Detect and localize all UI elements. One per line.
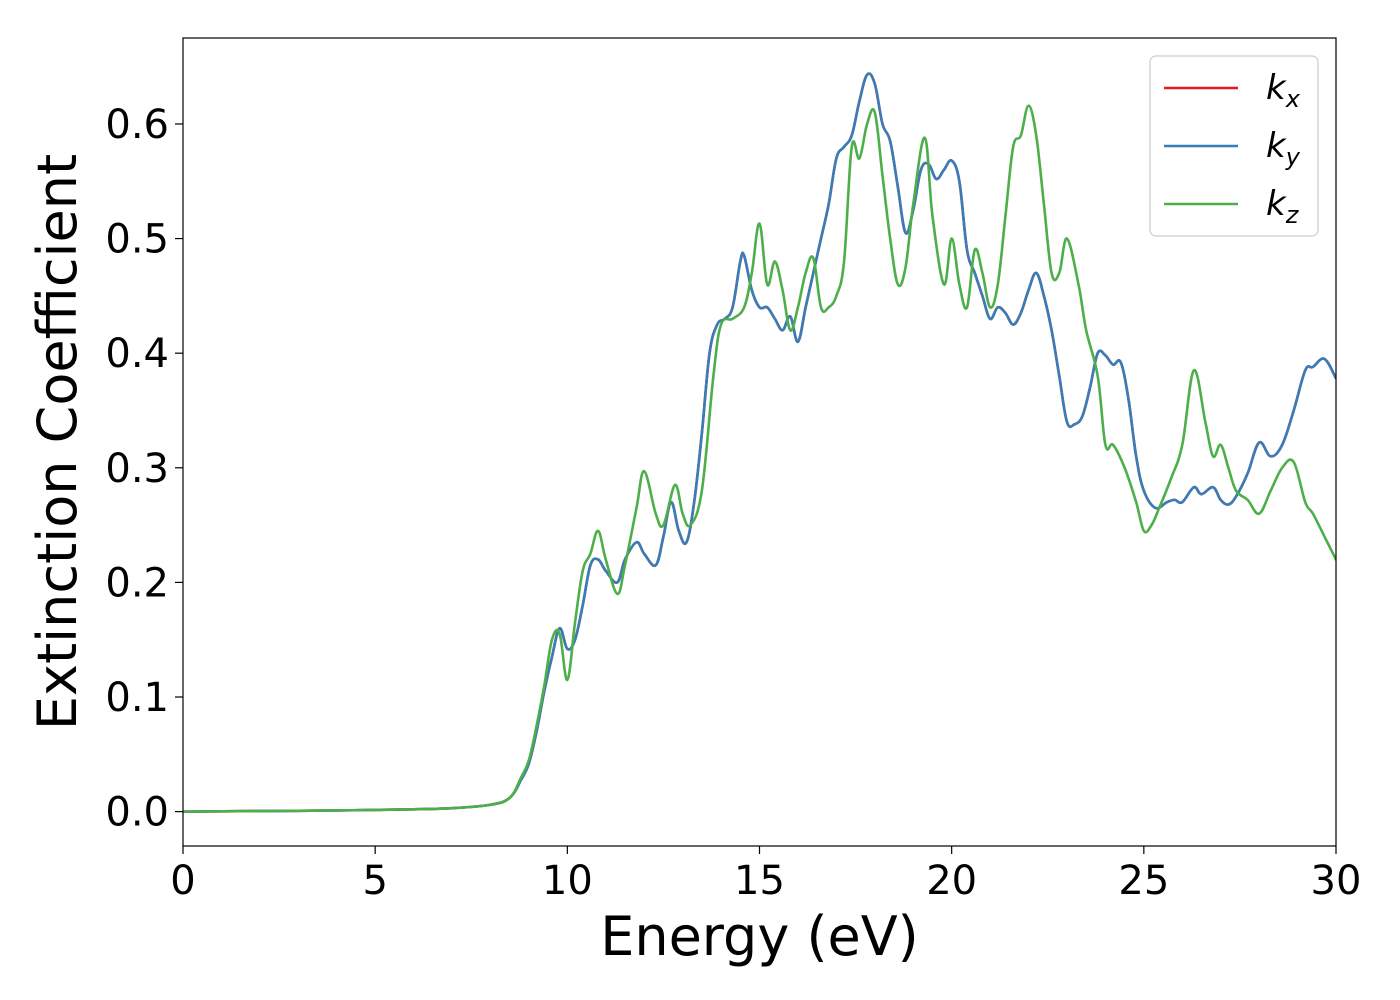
x-tick-label: 25: [1118, 858, 1169, 904]
y-tick-label: 0.0: [105, 790, 169, 836]
series-line-kz: [183, 104, 1336, 813]
y-tick-label: 0.1: [105, 675, 169, 721]
y-tick-label: 0.4: [105, 331, 169, 377]
legend-label-ky: ky: [1266, 126, 1301, 171]
y-axis-label: Extinction Coefficient: [26, 154, 89, 730]
x-tick-label: 20: [926, 858, 977, 904]
legend-label-kx: kx: [1266, 68, 1301, 113]
y-axis-ticks: 0.0 0.1 0.2 0.3 0.4 0.5 0.6: [105, 102, 183, 836]
series-line-ky: [183, 72, 1336, 813]
y-tick-label: 0.6: [105, 102, 169, 148]
y-tick-label: 0.5: [105, 217, 169, 263]
x-tick-label: 30: [1311, 858, 1362, 904]
legend-label-kz: kz: [1266, 184, 1300, 229]
x-tick-label: 10: [542, 858, 593, 904]
x-tick-label: 15: [734, 858, 785, 904]
x-axis-ticks: 0 5 10 15 20 25 30: [170, 846, 1361, 904]
y-tick-label: 0.3: [105, 446, 169, 492]
legend: kx ky kz: [1149, 55, 1319, 237]
x-tick-label: 0: [170, 858, 195, 904]
plot-background: [183, 38, 1336, 846]
x-tick-label: 5: [362, 858, 387, 904]
series-layer: [183, 72, 1336, 813]
x-axis-label: Energy (eV): [600, 905, 919, 968]
y-tick-label: 0.2: [105, 560, 169, 606]
